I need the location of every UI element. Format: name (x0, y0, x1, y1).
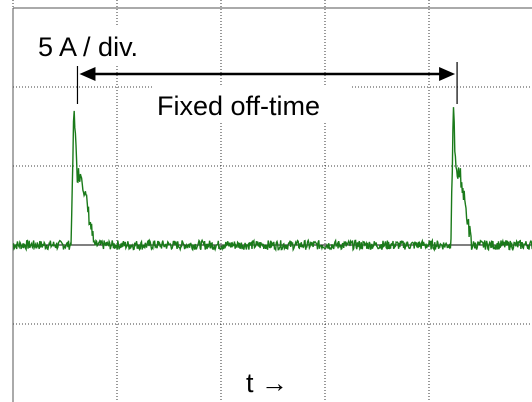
xlabel-background (238, 366, 302, 400)
arrow-head-right (439, 67, 456, 81)
ylabel-background (30, 26, 164, 66)
arrow-head-left (79, 67, 96, 81)
current-trace (12, 107, 532, 252)
off-time-arrow (79, 67, 456, 81)
annotation-background (152, 86, 352, 122)
ylabel: 5 A / div. (38, 32, 138, 62)
xlabel: t → (246, 368, 288, 398)
marker-lines (76, 62, 458, 104)
off-time-label: Fixed off-time (157, 91, 320, 121)
